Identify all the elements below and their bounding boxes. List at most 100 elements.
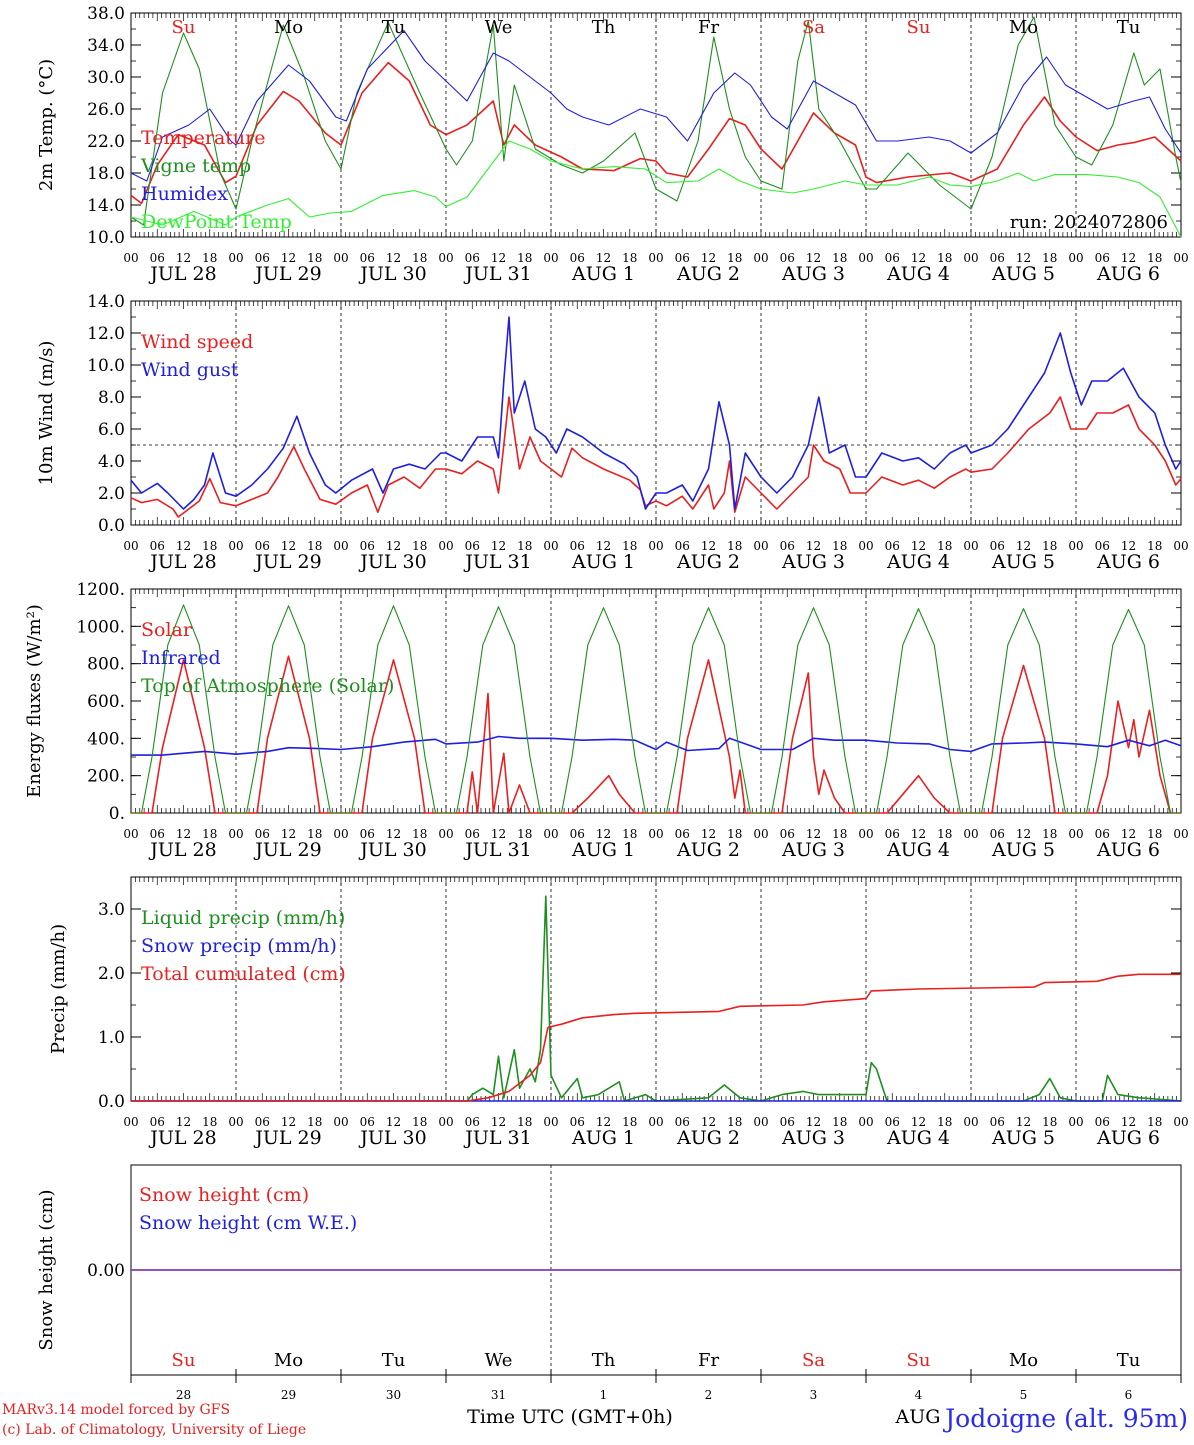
- day-number-label: 5: [1020, 1388, 1028, 1402]
- hour-label: 06: [1095, 539, 1110, 553]
- hour-label: 06: [360, 827, 375, 841]
- hour-label: 12: [386, 251, 401, 265]
- day-number-label: 29: [281, 1388, 296, 1402]
- weekday-label: Tu: [1117, 17, 1141, 38]
- series-line-1: [131, 895, 1182, 1102]
- y-tick-label: 6.0: [98, 420, 125, 440]
- hour-label: 00: [438, 827, 453, 841]
- hour-label: 18: [412, 827, 427, 841]
- hour-label: 18: [1042, 1115, 1057, 1129]
- hour-label: 18: [622, 251, 637, 265]
- hour-label: 00: [1173, 1115, 1188, 1129]
- y-tick-label: 0.00: [87, 1261, 125, 1281]
- hour-label: 06: [885, 539, 900, 553]
- y-tick-label: 1000.: [76, 617, 125, 637]
- hour-label: 18: [307, 251, 322, 265]
- hour-label: 12: [491, 251, 506, 265]
- date-label: JUL 31: [463, 551, 531, 573]
- hour-label: 18: [307, 539, 322, 553]
- hour-label: 12: [281, 539, 296, 553]
- legend-entry: Wind speed: [141, 331, 253, 353]
- legend-entry: Wind gust: [141, 359, 239, 381]
- hour-label: 06: [360, 251, 375, 265]
- date-label: JUL 30: [358, 551, 426, 573]
- y-tick-label: 26.0: [87, 100, 125, 120]
- hour-label: 18: [1147, 251, 1162, 265]
- hour-label: 18: [1042, 539, 1057, 553]
- legend-entry: Temperature: [141, 127, 265, 149]
- hour-label: 12: [806, 251, 821, 265]
- legend-entry: Snow height (cm W.E.): [139, 1212, 357, 1234]
- hour-label: 00: [963, 539, 978, 553]
- hour-label: 12: [911, 539, 926, 553]
- hour-label: 12: [596, 251, 611, 265]
- hour-label: 18: [832, 251, 847, 265]
- hour-label: 18: [937, 251, 952, 265]
- hour-label: 12: [596, 827, 611, 841]
- weekday-label: Tu: [1117, 1350, 1141, 1371]
- date-label: JUL 31: [463, 1127, 531, 1149]
- y-axis-label: Snow height (cm): [36, 1189, 57, 1350]
- y-tick-label: 600.: [87, 692, 125, 712]
- hour-label: 12: [1016, 1115, 1031, 1129]
- y-axis-label: Precip (mm/h): [48, 924, 69, 1054]
- day-number-label: 3: [810, 1388, 818, 1402]
- hour-label: 18: [202, 827, 217, 841]
- hour-label: 00: [1068, 827, 1083, 841]
- station-label: Jodoigne (alt. 95m): [942, 1404, 1188, 1433]
- hour-label: 12: [281, 827, 296, 841]
- legend-entry: Humidex: [141, 183, 228, 205]
- y-tick-label: 30.0: [87, 68, 125, 88]
- weekday-label: Tu: [382, 17, 406, 38]
- hour-label: 00: [333, 1115, 348, 1129]
- hour-label: 18: [202, 539, 217, 553]
- hour-label: 00: [753, 251, 768, 265]
- hour-label: 18: [727, 827, 742, 841]
- hour-label: 18: [727, 251, 742, 265]
- hour-label: 06: [465, 539, 480, 553]
- hour-label: 18: [517, 539, 532, 553]
- hour-label: 00: [123, 251, 138, 265]
- hour-label: 12: [1121, 1115, 1136, 1129]
- hour-label: 12: [176, 251, 191, 265]
- y-tick-label: 22.0: [87, 132, 125, 152]
- hour-label: 00: [858, 539, 873, 553]
- y-tick-label: 10.0: [87, 356, 125, 376]
- date-label: AUG 5: [991, 1127, 1055, 1149]
- date-label: AUG 6: [1096, 839, 1160, 861]
- hour-label: 06: [675, 827, 690, 841]
- date-label: AUG 1: [571, 551, 635, 573]
- hour-label: 00: [228, 539, 243, 553]
- day-number-label: 28: [176, 1388, 191, 1402]
- hour-label: 06: [885, 251, 900, 265]
- hour-label: 00: [963, 1115, 978, 1129]
- hour-label: 06: [465, 827, 480, 841]
- hour-label: 12: [701, 827, 716, 841]
- date-label: JUL 28: [148, 263, 216, 285]
- date-label: AUG 2: [676, 263, 740, 285]
- date-label: AUG 2: [676, 839, 740, 861]
- hour-label: 12: [1016, 539, 1031, 553]
- hour-label: 00: [123, 1115, 138, 1129]
- hour-label: 00: [438, 539, 453, 553]
- y-tick-label: 34.0: [87, 36, 125, 56]
- hour-label: 00: [438, 1115, 453, 1129]
- hour-label: 18: [412, 539, 427, 553]
- y-tick-label: 2.0: [98, 964, 125, 984]
- hour-label: 12: [806, 1115, 821, 1129]
- hour-label: 12: [386, 539, 401, 553]
- date-label: AUG 3: [781, 839, 845, 861]
- date-label: JUL 30: [358, 263, 426, 285]
- hour-label: 00: [123, 539, 138, 553]
- hour-label: 00: [648, 1115, 663, 1129]
- series-line-3: [130, 30, 1182, 182]
- date-label: AUG 6: [1096, 263, 1160, 285]
- hour-label: 00: [648, 827, 663, 841]
- hour-label: 18: [937, 827, 952, 841]
- hour-label: 12: [1016, 827, 1031, 841]
- hour-label: 18: [1042, 251, 1057, 265]
- hour-label: 12: [806, 827, 821, 841]
- hour-label: 18: [412, 1115, 427, 1129]
- legend-entry: Infrared: [141, 647, 221, 669]
